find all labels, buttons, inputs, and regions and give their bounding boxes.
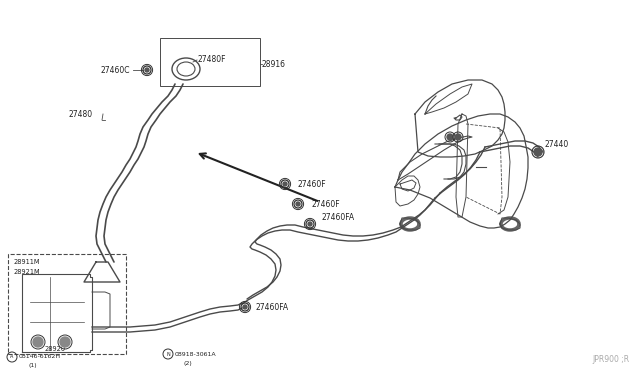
Bar bbox=[160, 38, 260, 86]
Text: 27480F: 27480F bbox=[197, 55, 225, 64]
Text: 27460FA: 27460FA bbox=[322, 212, 355, 221]
Text: JPR900 ;R: JPR900 ;R bbox=[593, 355, 630, 364]
Text: (1): (1) bbox=[28, 362, 36, 368]
Circle shape bbox=[534, 148, 542, 156]
Text: (2): (2) bbox=[183, 360, 192, 366]
Text: 28911M: 28911M bbox=[14, 259, 40, 265]
Circle shape bbox=[447, 134, 453, 140]
Circle shape bbox=[296, 202, 300, 206]
Text: N: N bbox=[166, 352, 170, 356]
Circle shape bbox=[33, 337, 43, 347]
Circle shape bbox=[243, 305, 247, 309]
Circle shape bbox=[308, 222, 312, 226]
Text: 28920: 28920 bbox=[44, 346, 65, 352]
Circle shape bbox=[60, 337, 70, 347]
Circle shape bbox=[455, 134, 461, 140]
Circle shape bbox=[145, 68, 149, 72]
Text: 27460F: 27460F bbox=[298, 180, 326, 189]
Text: 27440: 27440 bbox=[545, 140, 569, 148]
Circle shape bbox=[283, 182, 287, 186]
Text: A: A bbox=[10, 355, 13, 359]
Text: 08146-6162H: 08146-6162H bbox=[19, 355, 61, 359]
Text: 27460FA: 27460FA bbox=[255, 302, 288, 311]
Bar bbox=[8, 254, 126, 354]
Text: 28916: 28916 bbox=[262, 60, 286, 68]
Text: 27460C: 27460C bbox=[100, 65, 129, 74]
Text: 27480: 27480 bbox=[68, 109, 92, 119]
Text: 08918-3061A: 08918-3061A bbox=[175, 352, 216, 356]
Text: 28921M: 28921M bbox=[14, 269, 40, 275]
Text: 27460F: 27460F bbox=[312, 199, 340, 208]
